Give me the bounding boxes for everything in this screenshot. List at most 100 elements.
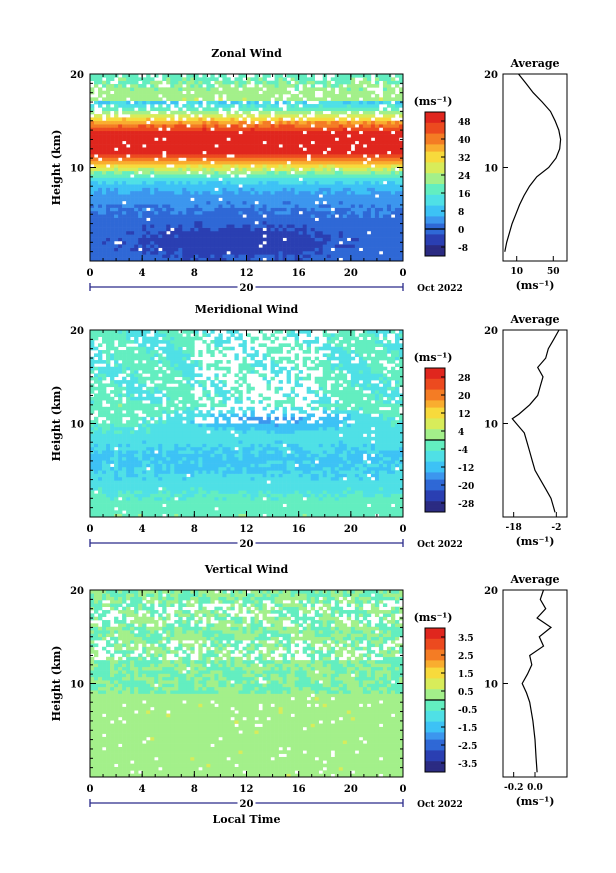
average-profile-line bbox=[511, 329, 560, 513]
colorbar-tick-label: -8 bbox=[458, 244, 468, 254]
colorbar-swatch bbox=[425, 368, 445, 372]
colorbar-swatch bbox=[425, 389, 445, 394]
colorbar-swatch bbox=[425, 205, 445, 210]
colorbar-swatch bbox=[425, 212, 445, 217]
colorbar-swatch bbox=[425, 137, 445, 142]
colorbar-swatch bbox=[425, 472, 445, 477]
colorbar-swatch bbox=[425, 649, 445, 654]
y-tick-label: 20 bbox=[70, 70, 84, 81]
x-tick-label: 4 bbox=[139, 784, 146, 795]
colorbar-swatch bbox=[425, 404, 445, 408]
colorbar-swatch bbox=[425, 476, 445, 480]
colorbar-swatch bbox=[425, 158, 445, 163]
average-y-tick-label: 10 bbox=[484, 680, 498, 691]
colorbar-swatch bbox=[425, 671, 445, 676]
colorbar-swatch bbox=[425, 656, 445, 661]
colorbar-swatch bbox=[425, 216, 445, 221]
colorbar-tick-label: 16 bbox=[458, 190, 471, 200]
x-tick-label: 12 bbox=[240, 524, 254, 535]
colorbar-swatch bbox=[425, 396, 445, 401]
heatmap-field bbox=[90, 330, 404, 518]
colorbar-swatch bbox=[425, 631, 445, 636]
average-x-tick-label: -2 bbox=[551, 523, 561, 533]
colorbar-swatch bbox=[425, 220, 445, 224]
average-profile-line bbox=[504, 73, 562, 252]
colorbar-swatch bbox=[425, 732, 445, 737]
x-tick-label: 0 bbox=[87, 784, 94, 795]
x-tick-label: 20 bbox=[344, 524, 358, 535]
colorbar-swatch bbox=[425, 746, 445, 751]
colorbar-swatch bbox=[425, 653, 445, 658]
colorbar-tick-label: 1.5 bbox=[458, 670, 474, 680]
colorbar-swatch bbox=[425, 703, 445, 708]
colorbar-swatch bbox=[425, 418, 445, 423]
colorbar-swatch bbox=[425, 743, 445, 748]
date-label: Oct 2022 bbox=[417, 540, 463, 550]
colorbar-swatch bbox=[425, 454, 445, 459]
date-marker: 20 bbox=[240, 799, 254, 810]
y-axis-label: Height (km) bbox=[50, 386, 63, 462]
heatmap-field bbox=[90, 590, 404, 778]
colorbar-swatch bbox=[425, 664, 445, 668]
chart-title: Vertical Wind bbox=[204, 563, 289, 576]
colorbar-swatch bbox=[425, 479, 445, 484]
colorbar-unit: (ms⁻¹) bbox=[414, 351, 453, 364]
colorbar-swatch bbox=[425, 375, 445, 380]
average-y-tick-label: 10 bbox=[484, 164, 498, 175]
colorbar-swatch bbox=[425, 245, 445, 250]
y-tick-label: 10 bbox=[70, 420, 84, 431]
x-axis-label: Local Time bbox=[213, 813, 281, 826]
colorbar: (ms⁻¹) 28 20 12 4 -4 -12 -20 -28 bbox=[414, 351, 474, 513]
date-label: Oct 2022 bbox=[417, 284, 463, 294]
colorbar-tick-label: 4 bbox=[458, 428, 464, 438]
colorbar-swatch bbox=[425, 122, 445, 127]
colorbar-swatch bbox=[425, 443, 445, 448]
colorbar-tick-label: 12 bbox=[458, 410, 471, 420]
average-x-tick-label: -0.2 bbox=[504, 783, 523, 793]
average-profile-panel: Average 10 50 10 20 (ms⁻¹) bbox=[484, 57, 568, 292]
x-tick-label: 16 bbox=[292, 268, 306, 279]
colorbar-tick-label: 40 bbox=[458, 136, 471, 146]
colorbar-swatch bbox=[425, 144, 445, 149]
colorbar-tick-label: -0.5 bbox=[458, 706, 477, 716]
colorbar-swatch bbox=[425, 133, 445, 138]
colorbar-swatch bbox=[425, 151, 445, 156]
x-tick-label: 12 bbox=[240, 268, 254, 279]
colorbar-tick-label: -28 bbox=[458, 500, 474, 510]
colorbar-tick-label: 32 bbox=[458, 154, 471, 164]
average-profile-panel: Average -0.2 0.0 10 20 (ms⁻¹) bbox=[484, 573, 568, 808]
y-tick-label: 10 bbox=[70, 164, 84, 175]
x-tick-label: 8 bbox=[191, 784, 198, 795]
average-x-tick-label: 50 bbox=[547, 267, 560, 277]
heatmap-field bbox=[90, 74, 404, 262]
x-tick-label: 4 bbox=[139, 268, 146, 279]
colorbar-tick-label: -1.5 bbox=[458, 724, 477, 734]
colorbar-swatch bbox=[425, 739, 445, 744]
colorbar-swatch bbox=[425, 696, 445, 701]
colorbar-swatch bbox=[425, 497, 445, 502]
average-y-tick-label: 10 bbox=[484, 420, 498, 431]
colorbar-swatch bbox=[425, 465, 445, 470]
colorbar-swatch bbox=[425, 202, 445, 206]
x-tick-label: 8 bbox=[191, 268, 198, 279]
colorbar-swatch bbox=[425, 241, 445, 246]
colorbar-swatch bbox=[425, 119, 445, 124]
colorbar-swatch bbox=[425, 436, 445, 441]
colorbar-swatch bbox=[425, 209, 445, 214]
average-frame bbox=[502, 329, 568, 518]
colorbar-swatch bbox=[425, 432, 445, 437]
colorbar-swatch bbox=[425, 184, 445, 188]
colorbar-swatch bbox=[425, 628, 445, 632]
average-title: Average bbox=[509, 573, 559, 586]
colorbar-tick-label: 0 bbox=[458, 226, 464, 236]
colorbar-swatch bbox=[425, 689, 445, 694]
colorbar-swatch bbox=[425, 148, 445, 152]
colorbar-swatch bbox=[425, 173, 445, 178]
colorbar-swatch bbox=[425, 692, 445, 697]
colorbar-swatch bbox=[425, 112, 445, 116]
average-x-tick-label: 10 bbox=[510, 267, 523, 277]
x-tick-label: 20 bbox=[344, 268, 358, 279]
y-axis-label: Height (km) bbox=[50, 646, 63, 722]
colorbar-swatch bbox=[425, 140, 445, 145]
